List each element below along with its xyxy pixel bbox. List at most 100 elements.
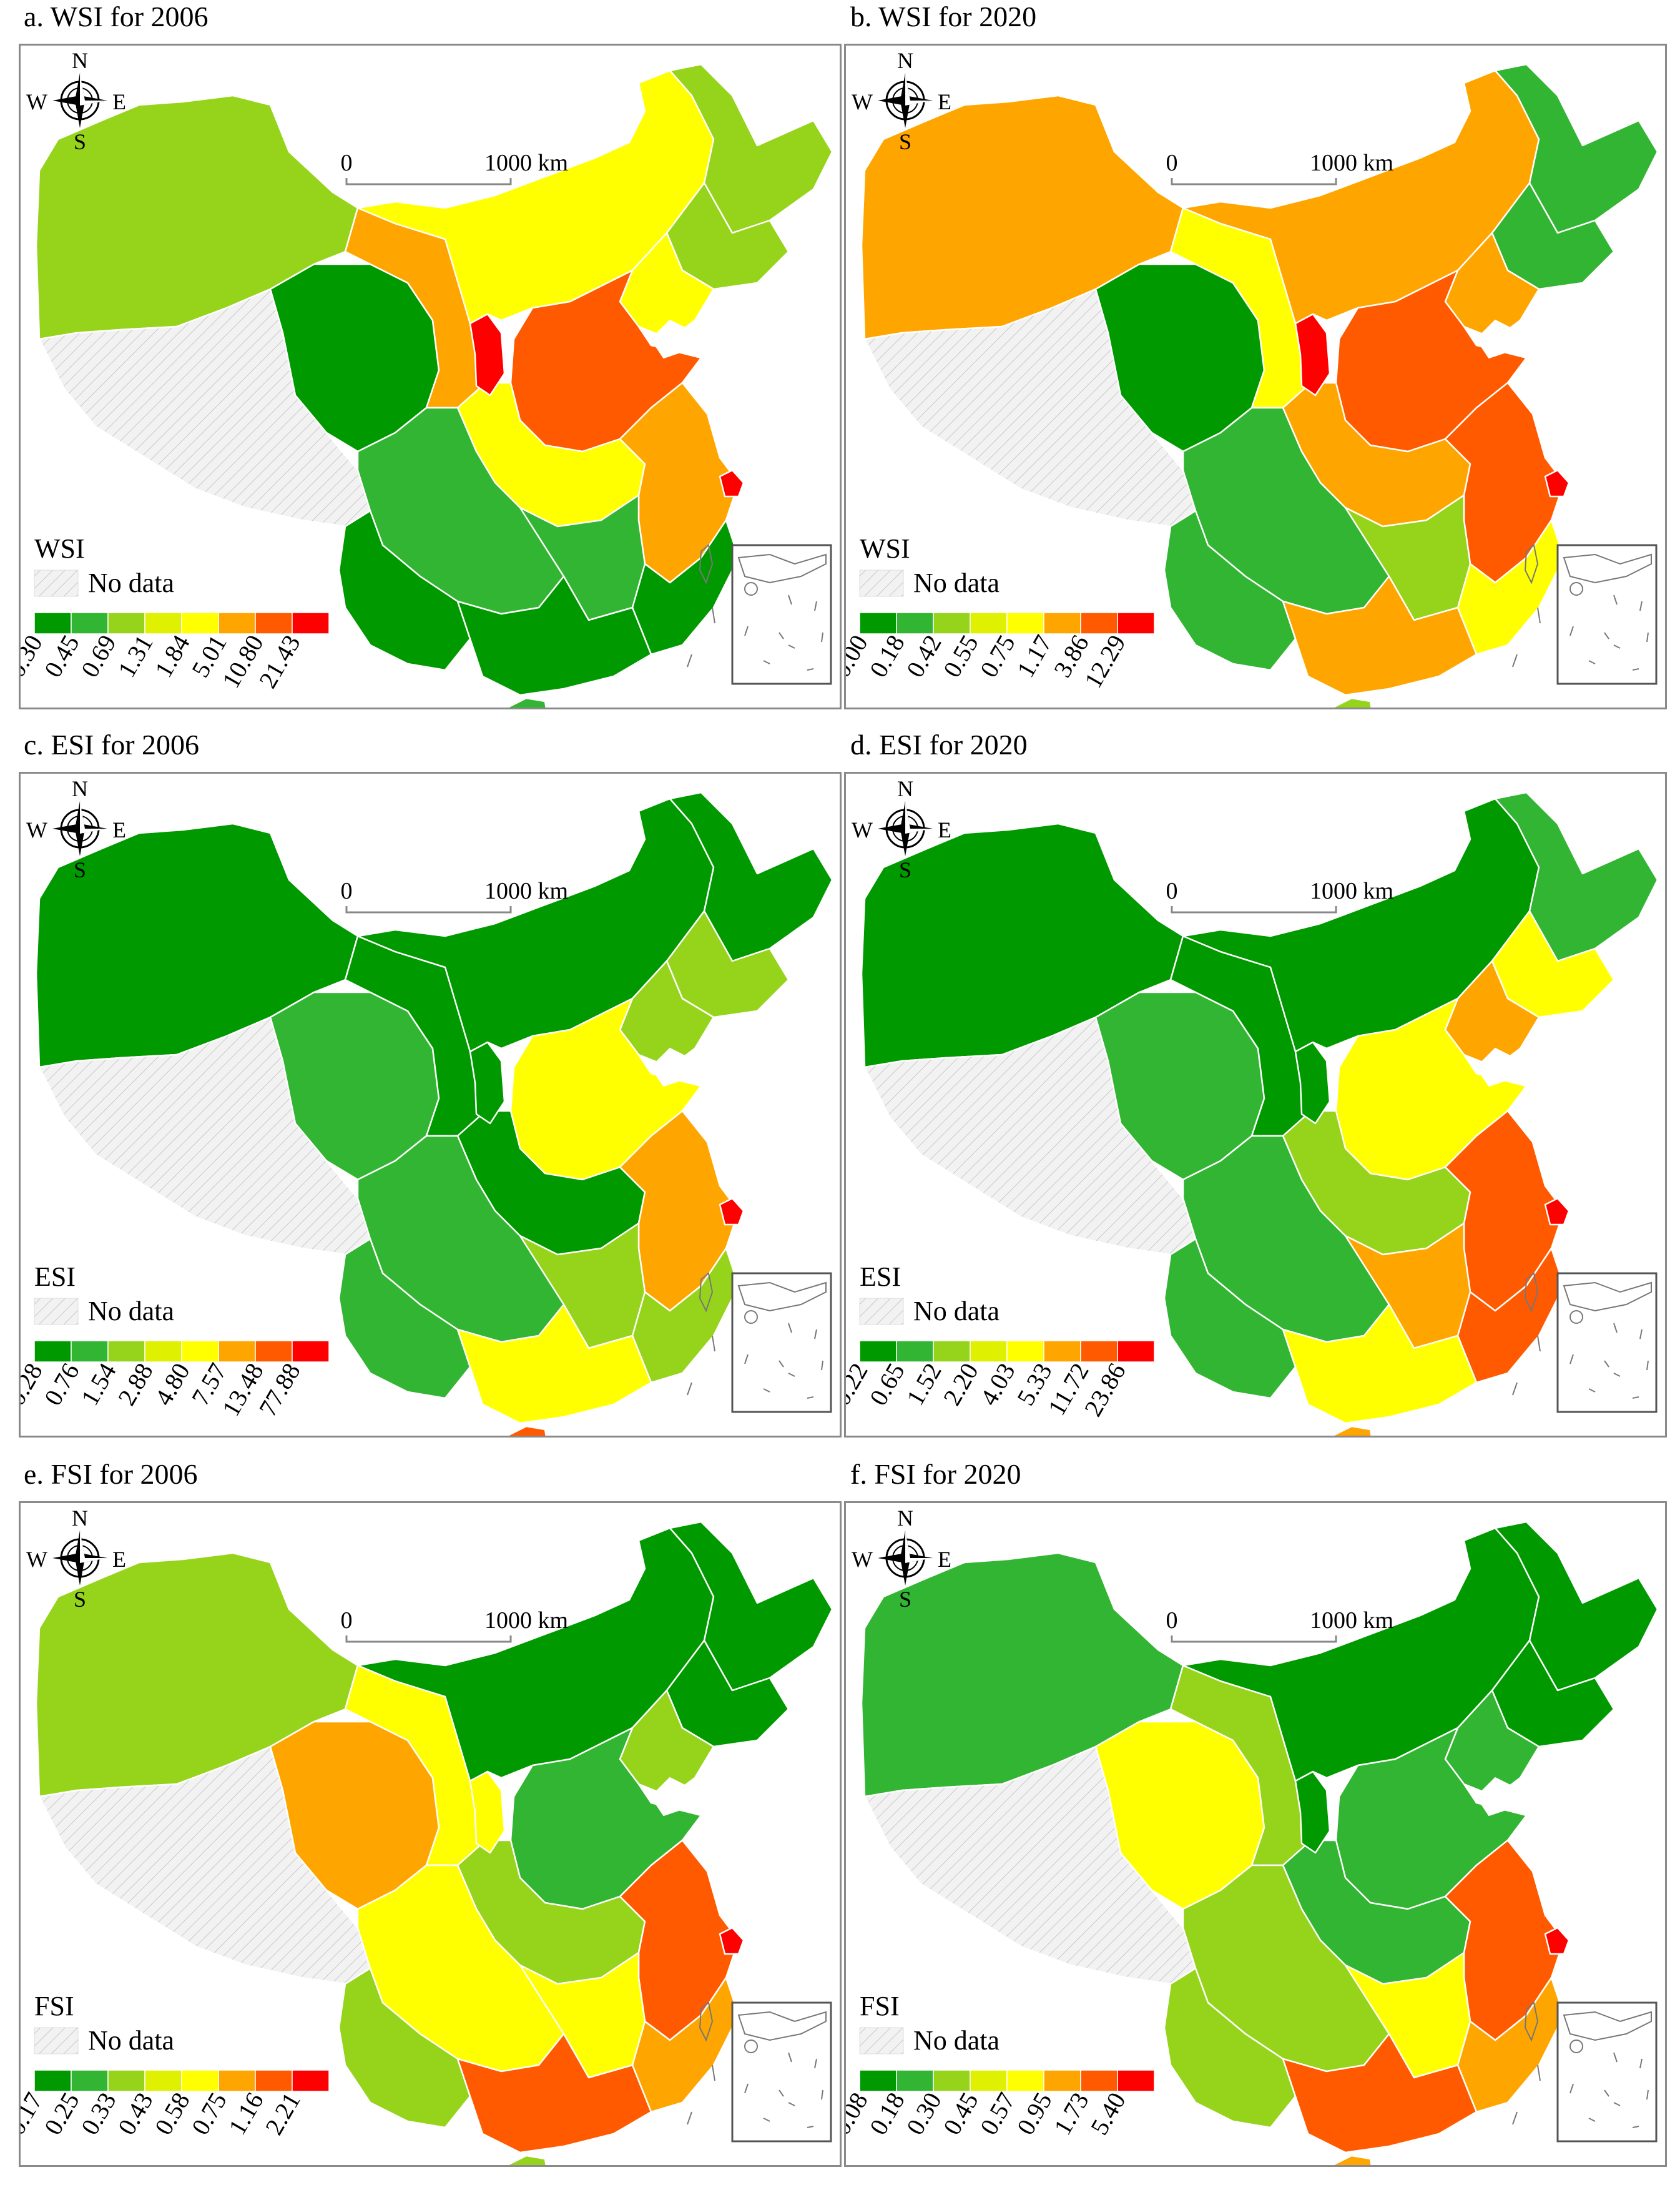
legend-break-label: 0.00 [846, 630, 873, 682]
legend-swatch [1117, 2069, 1155, 2092]
no-data-label: No data [913, 2025, 1000, 2056]
compass-rose-icon: N S W E [26, 776, 126, 882]
region-yunnan [338, 1238, 471, 1399]
china-choropleth [35, 1521, 833, 2165]
legend-break-label: 0.55 [938, 630, 984, 682]
legend-break-label: 0.17 [21, 2088, 48, 2139]
scale-bar: 0 1000 km [1166, 150, 1393, 185]
legend-swatch [1006, 612, 1044, 634]
region-heilongjiang [1494, 1521, 1659, 1692]
legend-title: WSI [860, 533, 910, 564]
legend-swatch [181, 1340, 219, 1363]
legend-swatch [896, 612, 934, 634]
region-heilongjiang [669, 791, 833, 962]
legend-swatch [181, 2069, 219, 2092]
china-choropleth [860, 63, 1659, 708]
region-shanghai [1544, 1197, 1570, 1226]
legend-break-label: 1.54 [76, 1358, 122, 1410]
legend-swatch [34, 2069, 72, 2092]
legend-break-label: 0.58 [149, 2088, 195, 2139]
legend-break-label: 0.45 [39, 630, 85, 682]
region-shanghai [719, 1926, 745, 1955]
legend-swatch [218, 2069, 256, 2092]
region-guangdong [456, 1303, 652, 1424]
scale-bar-start-label: 0 [341, 878, 353, 904]
legend: FSI No data 0.080.180.300.450.570.951.735.… [846, 1991, 1155, 2139]
legend-break-label: 1.52 [901, 1358, 947, 1410]
scale-bar: 0 1000 km [341, 1607, 568, 1643]
compass-n-label: N [72, 1506, 88, 1531]
compass-n-label: N [897, 776, 913, 801]
region-yunnan [1163, 1238, 1297, 1399]
map-svg-c: N S W E 0 1000 km ESI No data 0.280.761.542.884.… [21, 776, 833, 1436]
scale-bar-start-label: 0 [1166, 878, 1178, 904]
compass-s-label: S [74, 129, 86, 154]
region-hainan [506, 1425, 547, 1436]
compass-s-label: S [74, 1587, 86, 1612]
no-data-swatch [34, 570, 79, 597]
panel-title-a: a. WSI for 2006 [24, 1, 209, 32]
legend-swatch [970, 1340, 1008, 1363]
legend-break-label: 23.86 [1079, 1358, 1131, 1421]
compass-w-label: W [26, 817, 47, 842]
panel-title-e: e. FSI for 2006 [24, 1458, 198, 1490]
region-guangdong [1282, 1303, 1478, 1424]
map-panel-f: N S W E 0 1000 km FSI No data 0.08 0.18 0.30 0.45 0.… [844, 1501, 1667, 2167]
scale-bar-start-label: 0 [341, 150, 353, 176]
legend-break-label: 0.18 [864, 630, 910, 682]
legend-swatch [255, 612, 293, 634]
map-svg-d: N S W E 0 1000 km ESI No data 0.220.651.522.204.… [846, 776, 1659, 1436]
legend-title: WSI [34, 533, 85, 564]
legend-swatch [1080, 1340, 1118, 1363]
scale-bar: 0 1000 km [1166, 878, 1393, 914]
legend-break-label: 0.30 [901, 2088, 947, 2139]
legend-swatch [970, 2069, 1008, 2092]
legend-break-label: 1.31 [112, 630, 159, 682]
map-panel-b: N S W E 0 1000 km WSI No data 0.00 0.18 0.42 0.55 0.… [844, 44, 1667, 709]
legend-swatch [970, 612, 1008, 634]
region-yunnan [338, 1967, 471, 2129]
compass-rose-icon: N S W E [26, 48, 126, 154]
no-data-swatch [859, 570, 904, 597]
scale-bar: 0 1000 km [341, 878, 568, 914]
legend-swatch [1117, 612, 1155, 634]
legend-swatch [859, 1340, 897, 1363]
compass-s-label: S [899, 129, 911, 154]
legend-break-label: 12.29 [1079, 630, 1131, 693]
bohai-sea [650, 1047, 690, 1087]
compass-n-label: N [897, 1506, 913, 1531]
legend-swatch [34, 612, 72, 634]
map-panel-a: N S W E 0 1000 km WSI No data 0.30 0.45 0.69 1.31 1.… [19, 44, 842, 709]
no-data-label: No data [913, 1296, 1000, 1326]
region-hainan [1332, 1425, 1372, 1436]
bohai-sea [1475, 1047, 1515, 1087]
legend-swatch [218, 612, 256, 634]
no-data-swatch [34, 2027, 79, 2054]
region-heilongjiang [669, 63, 833, 234]
compass-w-label: W [26, 1547, 47, 1572]
panel-title-d: d. ESI for 2020 [850, 729, 1028, 761]
legend-break-label: 0.30 [21, 630, 48, 682]
china-choropleth [860, 1521, 1659, 2165]
legend-title: ESI [860, 1261, 901, 1292]
region-hainan [506, 697, 547, 708]
compass-e-label: E [112, 817, 126, 842]
legend-break-label: 0.25 [39, 2088, 85, 2139]
legend-break-label: 0.08 [846, 2088, 873, 2139]
legend-swatch [107, 612, 145, 634]
compass-s-label: S [899, 1587, 911, 1612]
legend-break-label: 0.45 [938, 2088, 984, 2139]
no-data-swatch [34, 1298, 79, 1325]
south-china-sea-inset [687, 1272, 832, 1413]
region-ningxia [1294, 1041, 1331, 1125]
legend-swatch [1006, 1340, 1044, 1363]
south-china-sea-inset [1512, 2001, 1658, 2143]
region-guangdong [1282, 575, 1478, 696]
scale-bar-start-label: 0 [1166, 1607, 1178, 1634]
compass-n-label: N [72, 776, 88, 801]
legend-break-label: 0.22 [846, 1358, 873, 1410]
china-choropleth [860, 791, 1659, 1436]
